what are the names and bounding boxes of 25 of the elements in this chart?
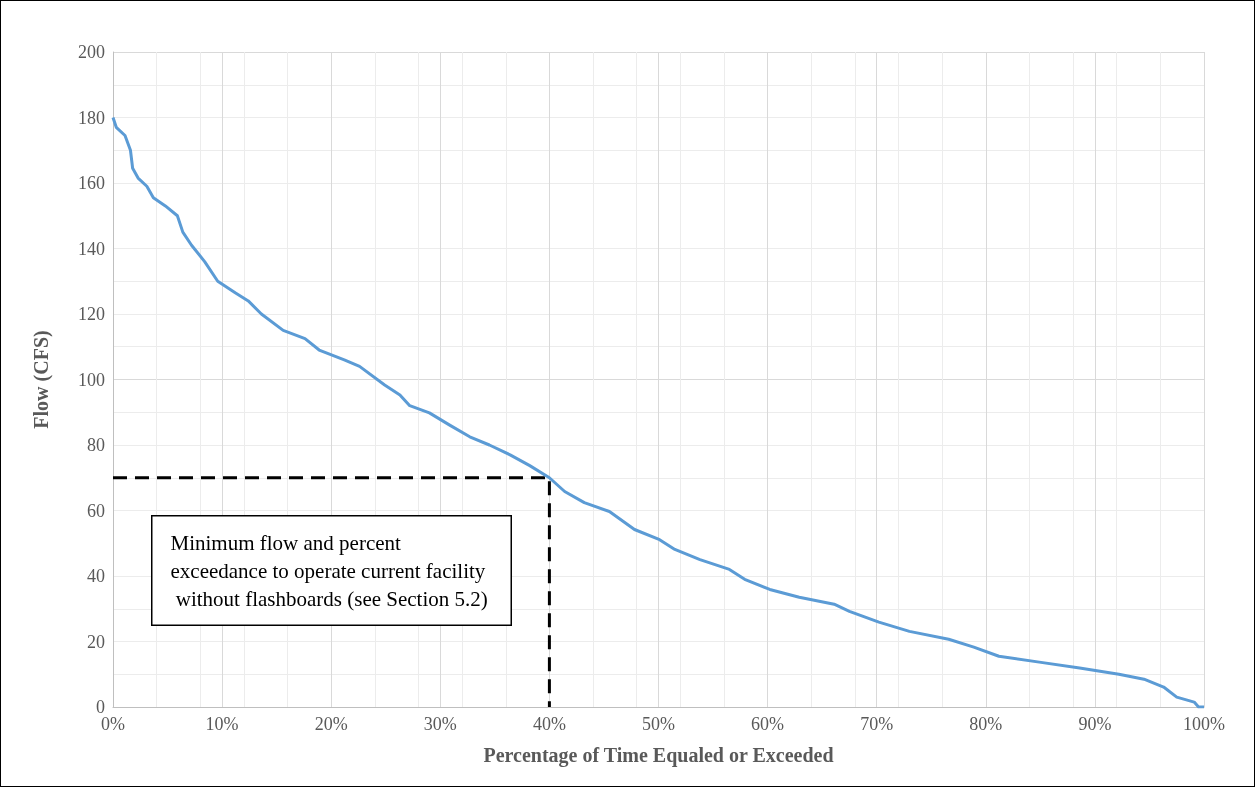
x-tick-label: 100% <box>1183 714 1225 734</box>
y-axis-title: Flow (CFS) <box>30 330 53 429</box>
y-tick-label: 100 <box>78 369 105 390</box>
x-tick-label: 40% <box>532 714 566 734</box>
x-tick-label: 0% <box>101 714 125 734</box>
y-tick-label: 40 <box>87 566 105 586</box>
y-tick-label: 60 <box>87 500 105 521</box>
x-tick-label: 70% <box>860 714 894 734</box>
y-tick-label: 140 <box>78 238 105 259</box>
x-tick-label: 30% <box>423 714 457 734</box>
x-tick-label: 50% <box>642 714 675 734</box>
x-tick-label: 90% <box>1078 714 1112 734</box>
x-tick-label: 20% <box>314 714 348 734</box>
annotation: Minimum flow and percent exceedance to operate current facility without flashboards (see Section 5.2) <box>170 530 488 611</box>
x-axis-title: Percentage of Time Equaled or Exceeded <box>483 744 834 767</box>
x-tick-label: 80% <box>969 714 1003 734</box>
y-tick-label: 120 <box>78 304 105 324</box>
y-tick-label: 80 <box>87 435 105 455</box>
y-tick-label: 160 <box>78 173 105 193</box>
x-tick-label: 10% <box>205 714 239 734</box>
y-tick-label: 200 <box>78 42 105 62</box>
y-tick-label: 20 <box>87 631 105 652</box>
x-tick-label: 60% <box>751 714 785 734</box>
y-tick-label: 0 <box>96 697 105 717</box>
y-tick-label: 180 <box>78 107 105 128</box>
